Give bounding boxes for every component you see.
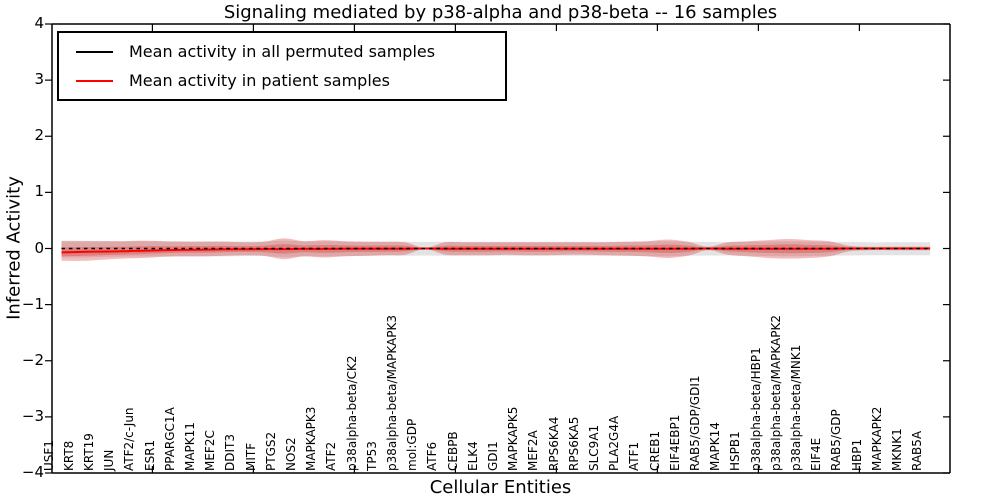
legend: Mean activity in all permuted samples Me… [57, 31, 507, 101]
x-category-label: TP53 [364, 441, 379, 471]
x-category-label: HBP1 [849, 438, 864, 471]
x-category-label: PLA2G4A [607, 415, 622, 471]
x-category-label: MAPK14 [708, 422, 723, 471]
x-category-label: RAB5/GDP [829, 409, 844, 471]
x-category-label: p38alpha-beta/HBP1 [748, 347, 763, 471]
x-category-label: SLC9A1 [586, 424, 601, 471]
x-category-label: MEF2A [526, 430, 541, 471]
chart-title: Signaling mediated by p38-alpha and p38-… [223, 2, 778, 23]
x-category-label: MAPK11 [182, 422, 197, 471]
x-category-label: JUN [102, 449, 117, 471]
x-category-label: ESR1 [142, 439, 157, 471]
x-category-label: DDIT3 [223, 434, 238, 471]
x-category-label: MAPKAPK2 [869, 406, 884, 471]
x-category-label: MAPKAPK5 [506, 406, 521, 471]
x-category-label: mol:GDP [405, 418, 420, 471]
x-category-label: KRT19 [81, 433, 96, 471]
y-tick-label: −4 [21, 463, 44, 481]
patient-range-band-inner [61, 244, 931, 257]
x-category-label: MITF [243, 442, 258, 471]
x-category-label: CEBPB [445, 431, 460, 471]
y-tick-label: 3 [34, 70, 44, 88]
x-category-label: PPARGC1A [162, 407, 177, 471]
x-category-label: KRT8 [61, 440, 76, 471]
x-category-label: ATF2 [324, 441, 339, 471]
x-category-label: EIF4E [809, 437, 824, 471]
x-category-label: ATF2/c-Jun [122, 407, 137, 471]
y-tick-label: −2 [21, 351, 44, 369]
legend-entry-patient: Mean activity in patient samples [59, 66, 505, 95]
x-category-label: RPS6KA4 [546, 416, 561, 471]
x-category-label: PTGS2 [263, 431, 278, 471]
y-tick-label: 1 [34, 182, 44, 200]
y-tick-label: −3 [21, 407, 44, 425]
x-category-label: p38alpha-beta/MNK1 [788, 344, 803, 471]
x-category-label: ATF6 [425, 441, 440, 471]
y-tick-label: −1 [21, 295, 44, 313]
x-category-label: p38alpha-beta/CK2 [344, 355, 359, 471]
x-axis-label: Cellular Entities [429, 477, 572, 498]
legend-line-sample-permuted [76, 50, 113, 53]
x-category-label: NOS2 [283, 437, 298, 471]
x-category-label: RPS6KA5 [566, 416, 581, 471]
x-category-label: MAPKAPK3 [304, 406, 319, 471]
legend-label-patient: Mean activity in patient samples [129, 71, 390, 90]
x-category-label: USF1 [41, 440, 56, 471]
x-category-label: GDI1 [485, 441, 500, 471]
x-category-label: p38alpha-beta/MAPKAPK3 [384, 315, 399, 471]
legend-line-sample-patient [76, 79, 113, 82]
legend-label-permuted: Mean activity in all permuted samples [129, 42, 436, 61]
x-category-label: EIF4EBP1 [667, 414, 682, 471]
y-tick-label: 2 [34, 126, 44, 144]
patient-mean-line [61, 247, 931, 254]
x-category-label: p38alpha-beta/MAPKAPK2 [768, 315, 783, 471]
x-category-label: RAB5/GDP/GDI1 [687, 375, 702, 471]
legend-entry-permuted: Mean activity in all permuted samples [59, 37, 505, 66]
x-category-label: MKNK1 [889, 428, 904, 471]
y-tick-label: 4 [34, 14, 44, 32]
x-category-label: CREB1 [647, 430, 662, 471]
y-tick-label: 0 [34, 239, 44, 257]
x-category-label: MEF2C [203, 430, 218, 471]
x-category-label: HSPB1 [728, 431, 743, 471]
x-category-label: ELK4 [465, 441, 480, 471]
x-category-label: RAB5A [910, 430, 925, 471]
x-category-label: ATF1 [627, 441, 642, 471]
